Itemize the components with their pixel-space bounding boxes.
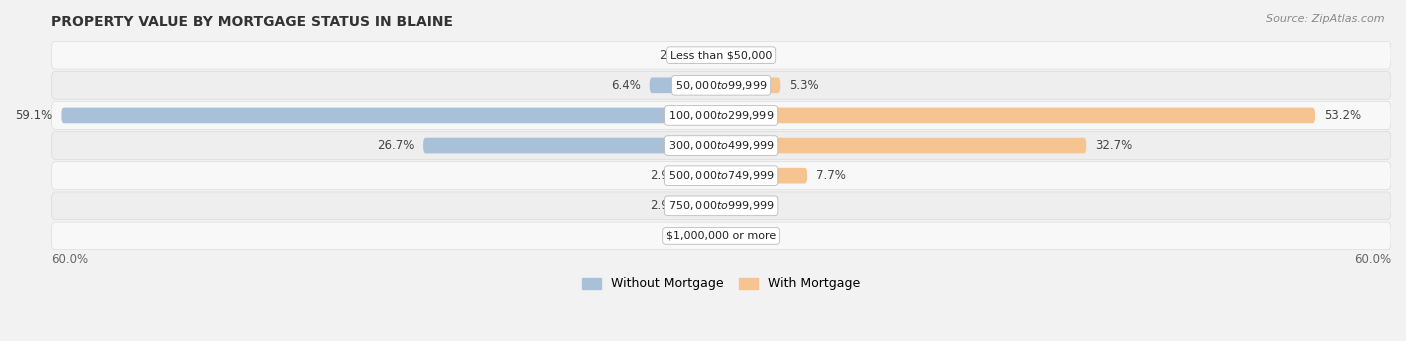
Text: 2.9%: 2.9% (650, 169, 681, 182)
Text: PROPERTY VALUE BY MORTGAGE STATUS IN BLAINE: PROPERTY VALUE BY MORTGAGE STATUS IN BLA… (52, 15, 453, 29)
Text: 7.7%: 7.7% (815, 169, 846, 182)
FancyBboxPatch shape (721, 168, 807, 183)
Text: 59.1%: 59.1% (15, 109, 52, 122)
Text: 2.1%: 2.1% (659, 49, 689, 62)
Text: 2.9%: 2.9% (650, 199, 681, 212)
FancyBboxPatch shape (52, 72, 1391, 99)
FancyBboxPatch shape (650, 77, 721, 93)
Text: 5.3%: 5.3% (789, 79, 818, 92)
Text: 32.7%: 32.7% (1095, 139, 1132, 152)
Text: 1.2%: 1.2% (744, 49, 773, 62)
FancyBboxPatch shape (52, 132, 1391, 160)
FancyBboxPatch shape (689, 198, 721, 214)
Text: 0.0%: 0.0% (730, 199, 759, 212)
Text: $1,000,000 or more: $1,000,000 or more (666, 231, 776, 241)
Legend: Without Mortgage, With Mortgage: Without Mortgage, With Mortgage (578, 272, 865, 296)
Text: 26.7%: 26.7% (377, 139, 415, 152)
FancyBboxPatch shape (689, 168, 721, 183)
Text: 53.2%: 53.2% (1324, 109, 1361, 122)
FancyBboxPatch shape (52, 222, 1391, 250)
FancyBboxPatch shape (423, 138, 721, 153)
FancyBboxPatch shape (52, 162, 1391, 190)
Text: 6.4%: 6.4% (612, 79, 641, 92)
FancyBboxPatch shape (721, 108, 1315, 123)
FancyBboxPatch shape (721, 47, 734, 63)
FancyBboxPatch shape (62, 108, 721, 123)
Text: $750,000 to $999,999: $750,000 to $999,999 (668, 199, 775, 212)
Text: Source: ZipAtlas.com: Source: ZipAtlas.com (1267, 14, 1385, 24)
FancyBboxPatch shape (697, 47, 721, 63)
Text: $500,000 to $749,999: $500,000 to $749,999 (668, 169, 775, 182)
Text: 0.0%: 0.0% (683, 229, 713, 242)
FancyBboxPatch shape (52, 41, 1391, 69)
Text: Less than $50,000: Less than $50,000 (671, 50, 772, 60)
Text: 0.0%: 0.0% (730, 229, 759, 242)
Text: 60.0%: 60.0% (1354, 253, 1391, 266)
FancyBboxPatch shape (721, 77, 780, 93)
Text: $50,000 to $99,999: $50,000 to $99,999 (675, 79, 768, 92)
FancyBboxPatch shape (721, 138, 1087, 153)
Text: $100,000 to $299,999: $100,000 to $299,999 (668, 109, 775, 122)
FancyBboxPatch shape (52, 192, 1391, 220)
Text: 60.0%: 60.0% (52, 253, 89, 266)
Text: $300,000 to $499,999: $300,000 to $499,999 (668, 139, 775, 152)
FancyBboxPatch shape (52, 102, 1391, 129)
